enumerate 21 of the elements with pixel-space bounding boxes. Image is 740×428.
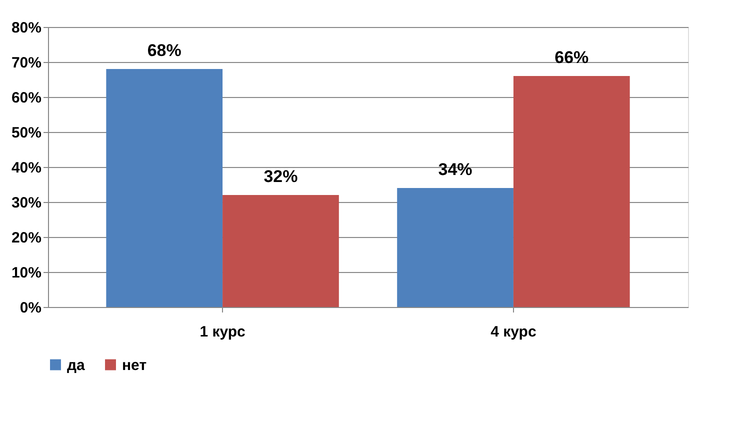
data-label: 68% [147, 41, 182, 60]
y-tick-label: 30% [11, 194, 42, 212]
data-label: 66% [554, 48, 589, 67]
y-tick-label: 20% [11, 230, 42, 246]
y-tick-label: 80% [11, 20, 42, 36]
y-tick-label: 10% [11, 264, 42, 282]
bar [397, 188, 514, 307]
x-tick-label: 1 курс [200, 324, 246, 340]
data-label: 34% [438, 160, 472, 179]
y-tick-label: 70% [11, 54, 42, 72]
bar [222, 195, 339, 307]
data-label: 32% [264, 167, 298, 186]
bar [513, 76, 630, 307]
y-tick-label: 60% [11, 90, 42, 106]
bar [106, 69, 223, 307]
legend-label: нет [122, 356, 147, 374]
y-tick-label: 40% [11, 160, 42, 176]
x-tick-label: 4 курс [490, 324, 536, 340]
legend-label: да [67, 356, 86, 374]
y-tick-label: 0% [20, 300, 42, 316]
y-tick-label: 50% [11, 124, 42, 142]
